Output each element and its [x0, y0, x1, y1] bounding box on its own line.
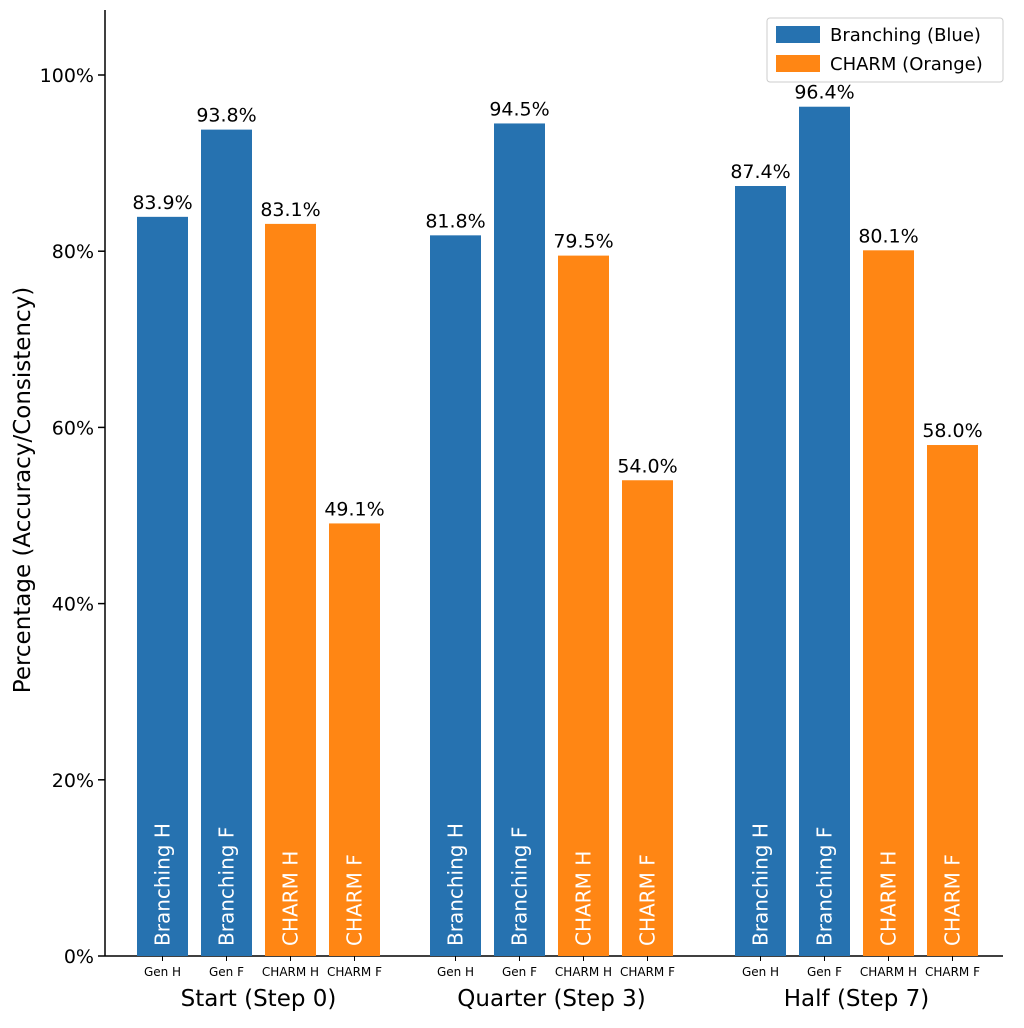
bar-inner-label: Branching F — [508, 827, 532, 946]
group-label: Start (Step 0) — [181, 986, 337, 1012]
legend-label: CHARM (Orange) — [830, 54, 983, 75]
legend-swatch — [776, 26, 820, 43]
axes: 0% 20% 40% 60% 80% 100% Percentage (Accuracy/C… — [10, 10, 1003, 968]
y-tick-label: 20% — [52, 770, 94, 792]
bar — [558, 255, 609, 957]
data-label: 49.1% — [324, 498, 384, 520]
x-tick-label: CHARM H — [262, 965, 319, 979]
labels: 83.9% Branching H Gen H 93.8% Branching F Gen… — [132, 82, 982, 1012]
x-tick-label: CHARM H — [555, 965, 612, 979]
bar — [863, 250, 914, 957]
bar — [430, 235, 481, 957]
bar — [622, 480, 673, 956]
y-axis-title: Percentage (Accuracy/Consistency) — [10, 287, 36, 693]
legend-box — [766, 17, 1004, 83]
x-tick-label: CHARM H — [860, 965, 917, 979]
data-label: 54.0% — [617, 455, 677, 477]
bar-inner-label: CHARM F — [636, 854, 660, 946]
x-tick-label: Gen F — [502, 965, 537, 979]
x-tick-label: Gen H — [437, 965, 474, 979]
y-tick-label: 0% — [64, 946, 94, 968]
data-label: 93.8% — [196, 105, 256, 127]
x-tick-label: Gen F — [209, 965, 244, 979]
y-tick-label: 100% — [40, 65, 94, 87]
group-label: Half (Step 7) — [784, 986, 929, 1012]
x-tick-label: CHARM F — [925, 965, 980, 979]
bar-inner-label: Branching H — [444, 823, 468, 946]
bar-inner-label: Branching H — [151, 823, 175, 946]
data-label: 79.5% — [553, 231, 613, 253]
bar-inner-label: CHARM H — [877, 851, 901, 946]
legend-label: Branching (Blue) — [830, 25, 981, 46]
data-label: 81.8% — [425, 210, 485, 232]
x-tick-label: CHARM F — [327, 965, 382, 979]
data-label: 96.4% — [794, 82, 854, 104]
bar — [927, 445, 978, 956]
bar-inner-label: CHARM F — [941, 854, 965, 946]
data-label: 83.1% — [260, 199, 320, 221]
bar-inner-label: CHARM F — [343, 854, 367, 946]
bar — [201, 129, 252, 956]
data-label: 87.4% — [730, 161, 790, 183]
bars — [137, 106, 978, 957]
y-tick-label: 80% — [52, 241, 94, 263]
x-tick-label: Gen H — [742, 965, 779, 979]
bar-inner-label: Branching H — [749, 823, 773, 946]
bar — [494, 123, 545, 956]
data-label: 94.5% — [489, 98, 549, 120]
y-tick-label: 60% — [52, 417, 94, 439]
x-tick-label: Gen H — [144, 965, 181, 979]
bar-inner-label: Branching F — [813, 827, 837, 946]
bar — [329, 523, 380, 956]
legend: Branching (Blue) CHARM (Orange) — [766, 17, 1004, 83]
group-label: Quarter (Step 3) — [457, 986, 645, 1012]
data-label: 58.0% — [922, 420, 982, 442]
data-label: 80.1% — [858, 225, 918, 247]
legend-swatch — [776, 55, 820, 72]
data-label: 83.9% — [132, 192, 192, 214]
bar-inner-label: Branching F — [215, 827, 239, 946]
bar — [265, 223, 316, 956]
x-tick-label: Gen F — [807, 965, 842, 979]
bar — [799, 106, 850, 956]
x-tick-label: CHARM F — [620, 965, 675, 979]
bar-inner-label: CHARM H — [572, 851, 596, 946]
bar — [137, 216, 188, 956]
bar — [735, 186, 786, 957]
bar-inner-label: CHARM H — [279, 851, 303, 946]
y-tick-label: 40% — [52, 594, 94, 616]
